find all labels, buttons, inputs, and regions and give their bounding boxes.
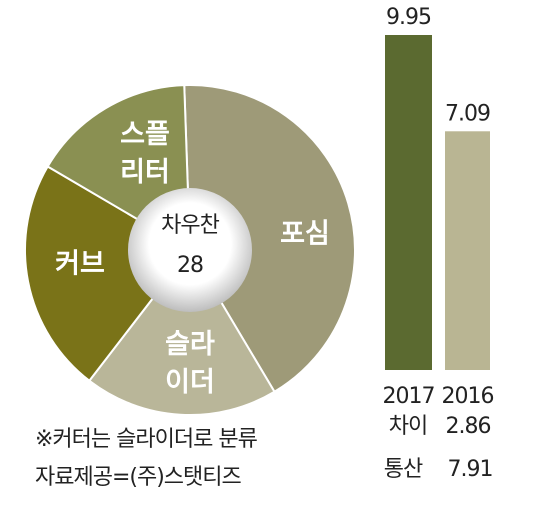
pie-segment bbox=[183, 84, 356, 394]
note: ※커터는 슬라이더로 분류 bbox=[35, 427, 258, 452]
category-label: 2016 bbox=[442, 384, 494, 409]
center-value: 28 bbox=[177, 253, 203, 278]
donut-hole bbox=[128, 188, 252, 312]
diff-label: 차이 bbox=[389, 414, 427, 439]
bar bbox=[445, 131, 490, 370]
bar bbox=[385, 35, 432, 370]
center-label: 차우찬 bbox=[161, 213, 219, 238]
segment-label: 커브 bbox=[55, 249, 105, 280]
note: 자료제공=(주)스탯티즈 bbox=[35, 465, 242, 490]
value-label: 9.95 bbox=[386, 5, 431, 30]
segment-label: 포심 bbox=[280, 219, 330, 250]
value-label: 7.09 bbox=[445, 101, 490, 126]
label-line: 슬라 bbox=[165, 329, 215, 360]
career-label: 통산 bbox=[384, 457, 423, 482]
label-line: 스플 bbox=[120, 119, 170, 150]
pie-segment bbox=[24, 165, 192, 383]
career-value: 7.91 bbox=[448, 457, 493, 482]
category-label: 2017 bbox=[383, 384, 435, 409]
label-line: 이더 bbox=[165, 367, 215, 398]
label-line: 리터 bbox=[120, 157, 170, 188]
diff-value: 2.86 bbox=[446, 414, 491, 439]
pie-segment bbox=[87, 248, 276, 416]
